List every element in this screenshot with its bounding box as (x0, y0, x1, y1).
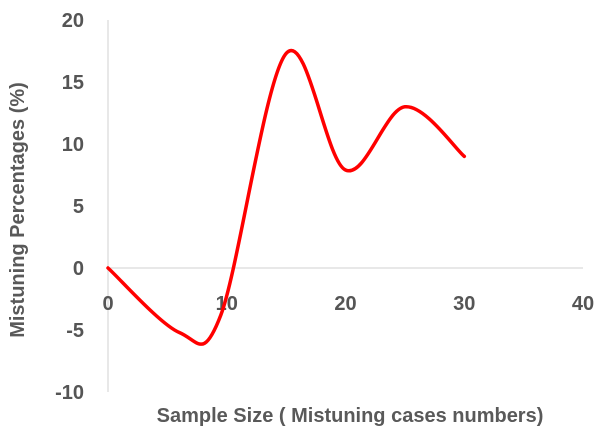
x-axis-title: Sample Size ( Mistuning cases numbers) (157, 405, 544, 427)
x-tick-label: 40 (572, 293, 594, 315)
y-tick-label: 20 (62, 10, 84, 32)
series-line (106, 48, 467, 346)
y-tick-label: 10 (62, 134, 84, 156)
y-tick-label: -5 (66, 320, 84, 342)
series-group (106, 48, 467, 346)
y-axis-title: Mistuning Percentages (%) (7, 82, 29, 338)
x-tick-label: 20 (334, 293, 356, 315)
y-tick-label: 5 (73, 196, 84, 218)
x-tick-label: 30 (453, 293, 475, 315)
x-tick-label: 0 (102, 293, 113, 315)
x-axis: 0 10 20 30 40 (102, 267, 594, 315)
y-tick-label: -10 (55, 382, 84, 404)
y-tick-label: 15 (62, 72, 84, 94)
y-axis: -10 -5 0 5 10 15 20 (55, 10, 109, 404)
y-tick-label: 0 (73, 258, 84, 280)
